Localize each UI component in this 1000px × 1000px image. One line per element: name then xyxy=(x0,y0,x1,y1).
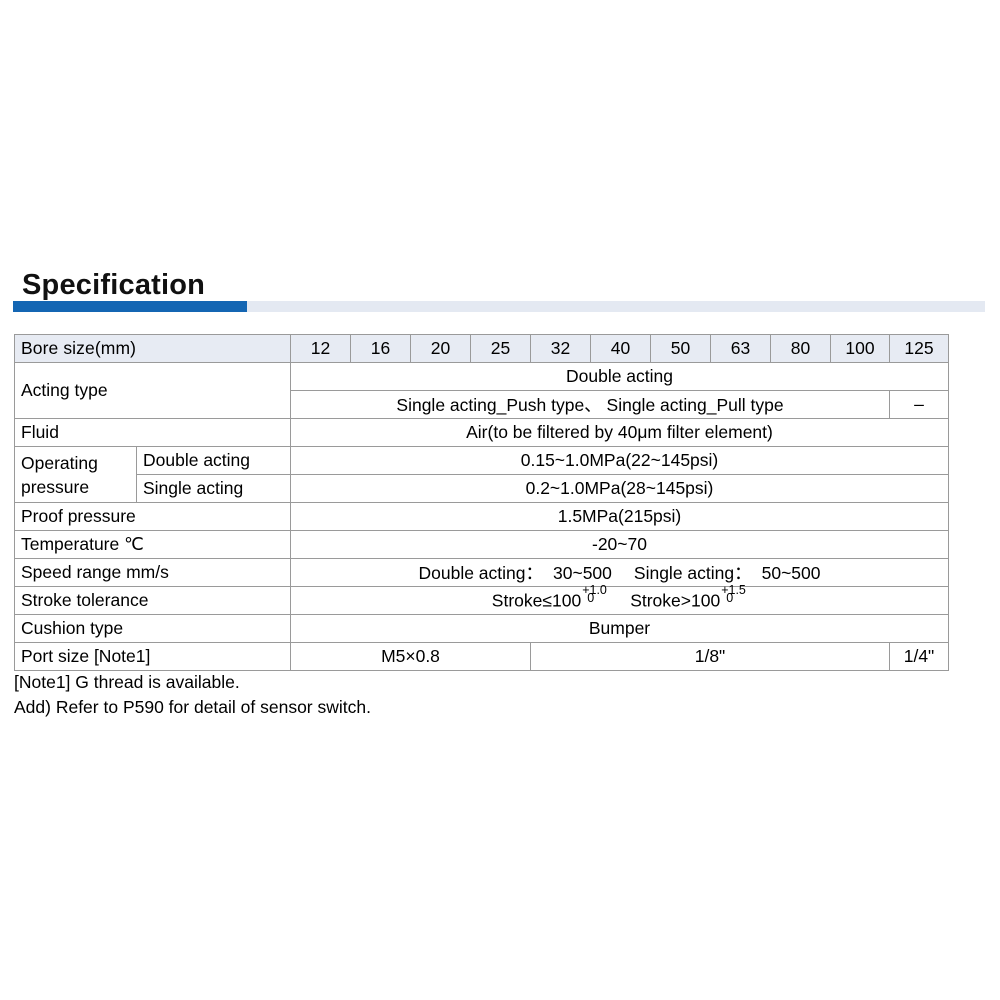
specification-table: Bore size(mm) 12 16 20 25 32 40 50 63 80… xyxy=(14,334,949,671)
bore-size-16: 16 xyxy=(350,334,411,363)
table-row-port-size: Port size [Note1] M5×0.8 1/8" 1/4" xyxy=(14,642,949,671)
row-label-cushion-type: Cushion type xyxy=(14,614,291,643)
bore-size-header: Bore size(mm) xyxy=(14,334,291,363)
table-row-speed-range: Speed range mm/s Double acting： 30~500 Sin… xyxy=(14,558,949,587)
stroke-tolerance-cond1-lower: 0 xyxy=(587,591,595,606)
operating-pressure-label-line1: Operating xyxy=(21,452,98,473)
accent-bar-track xyxy=(13,301,985,312)
operating-pressure-single-label: Single acting xyxy=(136,474,291,503)
operating-pressure-single-value: 0.2~1.0MPa(28~145psi) xyxy=(290,474,949,503)
stroke-tolerance-cond2-upper: +1.5 xyxy=(721,582,746,597)
row-label-port-size: Port size [Note1] xyxy=(14,642,291,671)
table-row-proof-pressure: Proof pressure 1.5MPa(215psi) xyxy=(14,502,949,531)
bore-size-32: 32 xyxy=(530,334,591,363)
cushion-type-value: Bumper xyxy=(290,614,949,643)
speed-range-value: Double acting： 30~500 Single acting： 50~500 xyxy=(290,558,949,587)
table-row-cushion-type: Cushion type Bumper xyxy=(14,614,949,643)
acting-type-double-value: Double acting xyxy=(290,362,949,391)
table-header-row: Bore size(mm) 12 16 20 25 32 40 50 63 80… xyxy=(14,334,949,363)
port-size-value-mid: 1/8" xyxy=(530,642,890,671)
stroke-tolerance-cond1-upper: +1.0 xyxy=(582,582,607,597)
operating-pressure-double-value: 0.15~1.0MPa(22~145psi) xyxy=(290,446,949,475)
row-label-temperature: Temperature ℃ xyxy=(14,530,291,559)
fluid-value: Air(to be filtered by 40μm filter elemen… xyxy=(290,418,949,447)
temperature-value: -20~70 xyxy=(290,530,949,559)
operating-pressure-label-line2: pressure xyxy=(21,476,90,497)
acting-type-single-na: – xyxy=(889,390,949,419)
speed-range-double-label: Double acting： xyxy=(418,563,544,583)
stroke-tolerance-cond2-fraction: +1.5 0 xyxy=(721,583,747,607)
stroke-tolerance-cond1: Stroke≤100 xyxy=(491,590,582,611)
bore-size-100: 100 xyxy=(830,334,890,363)
bore-size-40: 40 xyxy=(590,334,651,363)
row-label-proof-pressure: Proof pressure xyxy=(14,502,291,531)
footnotes: [Note1] G thread is available. Add) Refe… xyxy=(14,670,371,720)
footnote-add: Add) Refer to P590 for detail of sensor … xyxy=(14,697,371,717)
table-row-acting-type-single: Single acting_Push type、 Single acting_P… xyxy=(15,390,949,419)
bore-size-125: 125 xyxy=(889,334,949,363)
row-label-operating-pressure: Operating pressure xyxy=(14,446,137,503)
proof-pressure-value: 1.5MPa(215psi) xyxy=(290,502,949,531)
operating-pressure-double-label: Double acting xyxy=(136,446,291,475)
bore-size-80: 80 xyxy=(770,334,831,363)
bore-size-20: 20 xyxy=(410,334,471,363)
stroke-tolerance-value: Stroke≤100 +1.0 0 Stroke>100 +1.5 0 xyxy=(290,583,949,615)
row-label-acting-type: Acting type xyxy=(14,362,291,419)
page-title: Specification xyxy=(22,269,206,301)
port-size-value-large: 1/4" xyxy=(889,642,949,671)
stroke-tolerance-cond2-lower: 0 xyxy=(726,591,734,606)
stroke-tolerance-cond1-fraction: +1.0 0 xyxy=(582,583,608,607)
row-label-speed-range: Speed range mm/s xyxy=(14,558,291,587)
accent-bar-fill xyxy=(13,301,247,312)
bore-size-25: 25 xyxy=(470,334,531,363)
accent-bar xyxy=(13,301,985,312)
table-row-temperature: Temperature ℃ -20~70 xyxy=(14,530,949,559)
row-label-stroke-tolerance: Stroke tolerance xyxy=(14,586,291,615)
stroke-tolerance-cond2: Stroke>100 xyxy=(630,590,721,611)
bore-size-50: 50 xyxy=(650,334,711,363)
bore-size-63: 63 xyxy=(710,334,771,363)
table-row-operating-pressure-single: Single acting 0.2~1.0MPa(28~145psi) xyxy=(15,474,949,503)
table-row-operating-pressure-double: Operating pressure Double acting 0.15~1.… xyxy=(14,446,949,503)
table-row-stroke-tolerance: Stroke tolerance Stroke≤100 +1.0 0 Stroke>1… xyxy=(14,583,949,615)
table-row-acting-type-double: Acting type Double acting xyxy=(14,362,949,419)
table-row-fluid: Fluid Air(to be filtered by 40μm filter … xyxy=(14,418,949,447)
acting-type-single-value: Single acting_Push type、 Single acting_P… xyxy=(290,390,890,419)
speed-range-single-label: Single acting： xyxy=(633,563,752,583)
bore-size-12: 12 xyxy=(290,334,351,363)
row-label-fluid: Fluid xyxy=(14,418,291,447)
speed-range-double-value: 30~500 xyxy=(553,563,612,583)
speed-range-single-value: 50~500 xyxy=(761,563,821,583)
footnote-note1: [Note1] G thread is available. xyxy=(14,672,240,692)
port-size-value-small: M5×0.8 xyxy=(290,642,531,671)
